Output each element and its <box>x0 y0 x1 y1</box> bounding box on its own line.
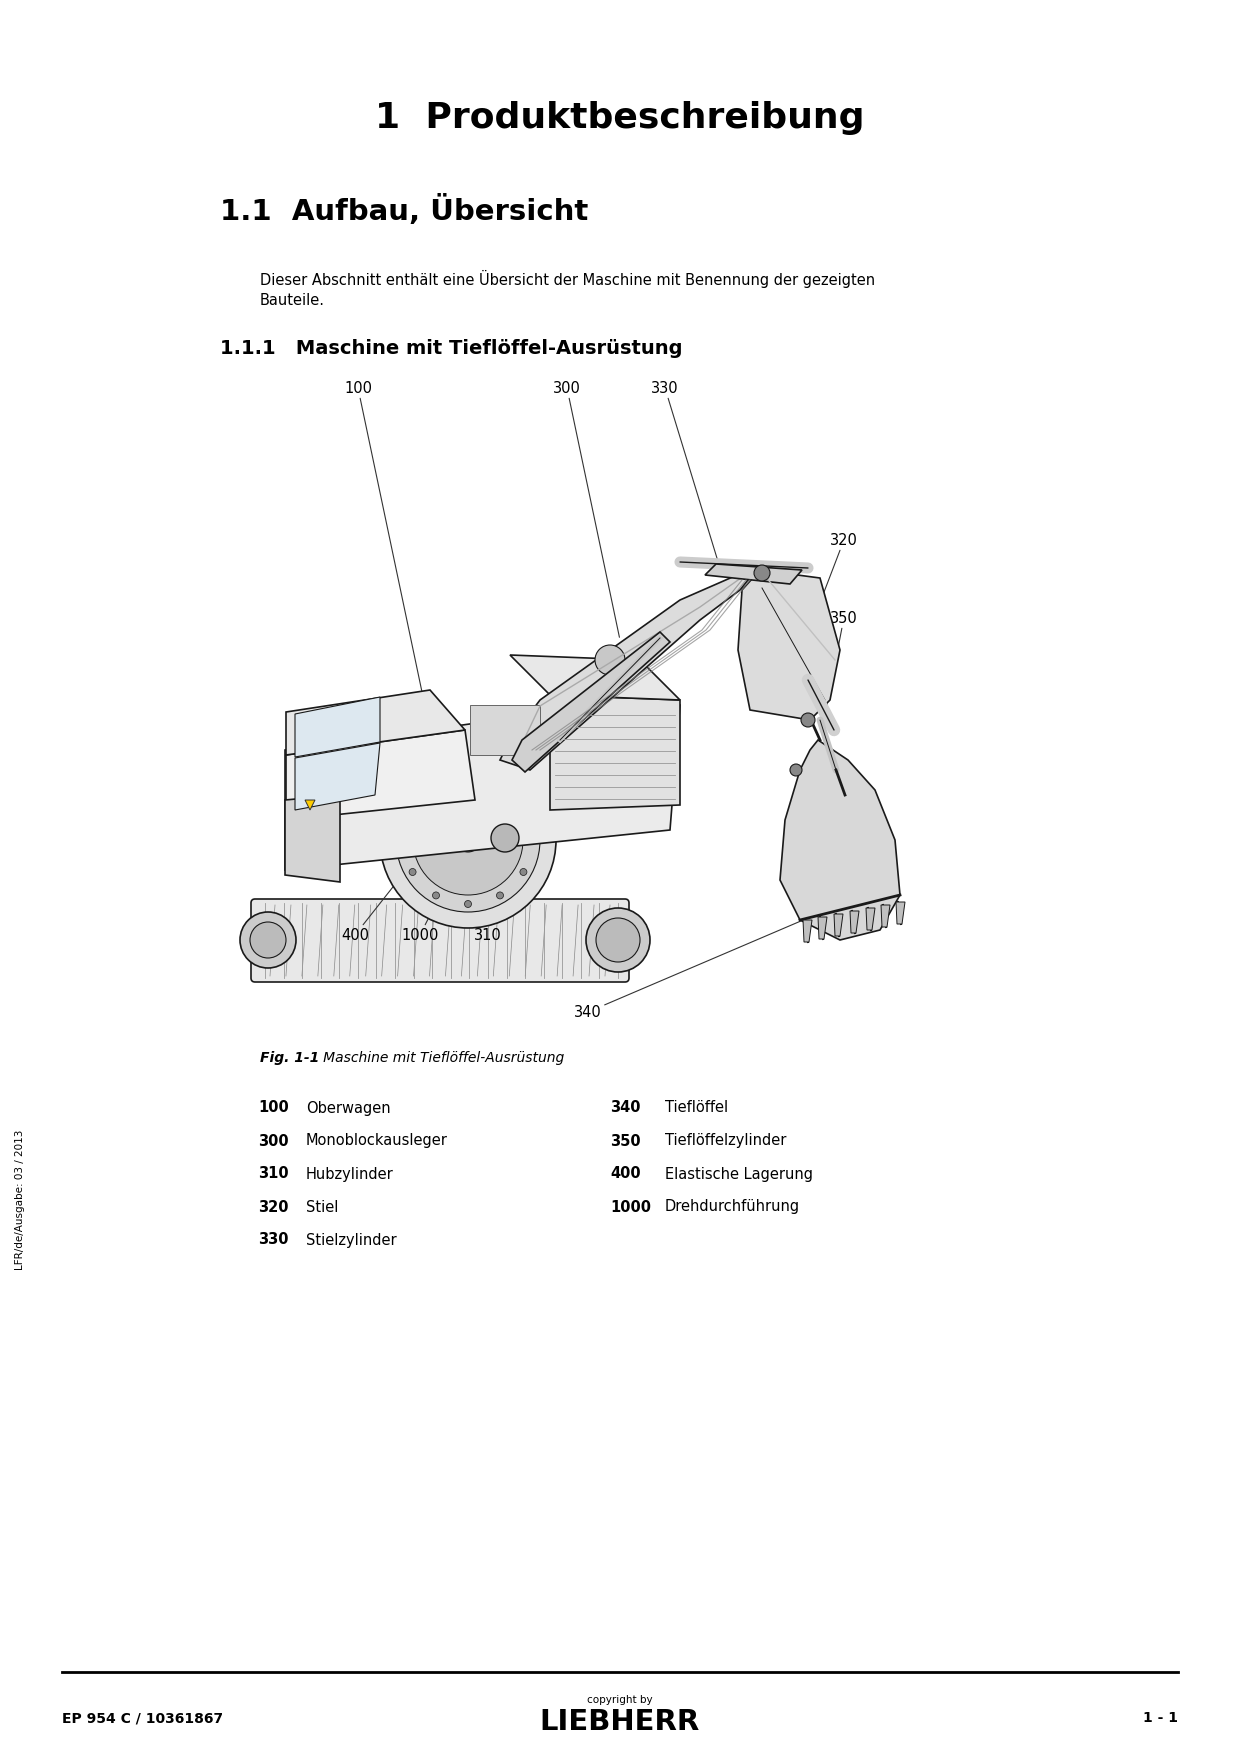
Text: Dieser Abschnitt enthält eine Übersicht der Maschine mit Benennung der gezeigten: Dieser Abschnitt enthält eine Übersicht … <box>260 270 875 288</box>
Polygon shape <box>285 795 340 883</box>
Polygon shape <box>780 741 900 941</box>
Polygon shape <box>897 902 905 923</box>
Bar <box>470 706 539 755</box>
Circle shape <box>754 565 770 581</box>
Polygon shape <box>880 906 890 927</box>
Text: 310: 310 <box>474 823 529 942</box>
Circle shape <box>241 913 296 969</box>
Circle shape <box>596 918 640 962</box>
Text: 1000: 1000 <box>610 1199 651 1214</box>
Text: copyright by: copyright by <box>588 1695 652 1706</box>
Circle shape <box>409 869 417 876</box>
Text: Stiel: Stiel <box>306 1199 339 1214</box>
Text: 1 - 1: 1 - 1 <box>1143 1711 1178 1725</box>
Polygon shape <box>285 700 680 870</box>
Polygon shape <box>295 742 379 811</box>
Circle shape <box>409 804 417 811</box>
Text: 400: 400 <box>341 842 428 942</box>
Circle shape <box>520 804 527 811</box>
Text: 100: 100 <box>258 1100 289 1116</box>
Text: Stielzylinder: Stielzylinder <box>306 1232 397 1248</box>
Text: 400: 400 <box>610 1167 641 1181</box>
Text: 310: 310 <box>258 1167 289 1181</box>
Polygon shape <box>738 570 839 720</box>
Text: Elastische Lagerung: Elastische Lagerung <box>665 1167 813 1181</box>
Circle shape <box>401 837 408 844</box>
Text: 320: 320 <box>799 532 858 658</box>
Circle shape <box>413 784 523 895</box>
Circle shape <box>528 837 536 844</box>
Text: Hubzylinder: Hubzylinder <box>306 1167 394 1181</box>
Polygon shape <box>500 565 760 770</box>
Text: Bauteile.: Bauteile. <box>260 293 325 307</box>
Polygon shape <box>706 563 802 584</box>
Text: LFR/de/Ausgabe: 03 / 2013: LFR/de/Ausgabe: 03 / 2013 <box>15 1130 25 1271</box>
Text: 350: 350 <box>825 611 858 718</box>
Text: EP 954 C / 10361867: EP 954 C / 10361867 <box>62 1711 223 1725</box>
Text: 300: 300 <box>258 1134 289 1148</box>
Circle shape <box>433 892 439 899</box>
Circle shape <box>491 825 520 851</box>
Polygon shape <box>866 907 875 930</box>
Text: Tieflöffel: Tieflöffel <box>665 1100 728 1116</box>
Polygon shape <box>804 920 812 942</box>
Circle shape <box>379 751 556 928</box>
Text: Monoblockausleger: Monoblockausleger <box>306 1134 448 1148</box>
Text: 350: 350 <box>610 1134 641 1148</box>
Circle shape <box>520 869 527 876</box>
Polygon shape <box>849 911 859 934</box>
Text: 1000: 1000 <box>402 842 466 942</box>
Circle shape <box>587 907 650 972</box>
Circle shape <box>790 763 802 776</box>
Text: Maschine mit Tieflöffel-Ausrüstung: Maschine mit Tieflöffel-Ausrüstung <box>310 1051 564 1065</box>
Text: Drehdurchführung: Drehdurchführung <box>665 1199 800 1214</box>
Text: 1.1.1   Maschine mit Tieflöffel-Ausrüstung: 1.1.1 Maschine mit Tieflöffel-Ausrüstung <box>219 339 682 358</box>
Text: 1.1  Aufbau, Übersicht: 1.1 Aufbau, Übersicht <box>219 195 588 225</box>
Circle shape <box>250 921 286 958</box>
Polygon shape <box>286 730 475 820</box>
Polygon shape <box>305 800 315 811</box>
Polygon shape <box>835 914 843 935</box>
Circle shape <box>496 892 503 899</box>
Text: 1  Produktbeschreibung: 1 Produktbeschreibung <box>376 102 864 135</box>
Circle shape <box>433 781 439 788</box>
Text: 340: 340 <box>574 900 847 1020</box>
Polygon shape <box>255 906 620 976</box>
Text: 330: 330 <box>258 1232 289 1248</box>
Circle shape <box>465 772 471 779</box>
Text: 340: 340 <box>610 1100 641 1116</box>
Text: LIEBHERR: LIEBHERR <box>539 1708 701 1736</box>
Text: Tieflöffelzylinder: Tieflöffelzylinder <box>665 1134 786 1148</box>
Circle shape <box>456 828 480 851</box>
Circle shape <box>595 646 625 676</box>
FancyBboxPatch shape <box>250 899 629 983</box>
Polygon shape <box>551 695 680 811</box>
Polygon shape <box>818 918 827 939</box>
Circle shape <box>396 769 539 913</box>
Polygon shape <box>295 697 379 756</box>
Text: Oberwagen: Oberwagen <box>306 1100 391 1116</box>
Text: Fig. 1-1: Fig. 1-1 <box>260 1051 319 1065</box>
Polygon shape <box>286 690 465 755</box>
Text: 320: 320 <box>258 1199 289 1214</box>
Polygon shape <box>512 632 670 772</box>
Text: 300: 300 <box>553 381 620 637</box>
Polygon shape <box>510 655 680 700</box>
Circle shape <box>465 900 471 907</box>
Circle shape <box>496 781 503 788</box>
Text: 100: 100 <box>343 381 429 727</box>
Text: 330: 330 <box>651 381 719 565</box>
Circle shape <box>801 713 815 727</box>
